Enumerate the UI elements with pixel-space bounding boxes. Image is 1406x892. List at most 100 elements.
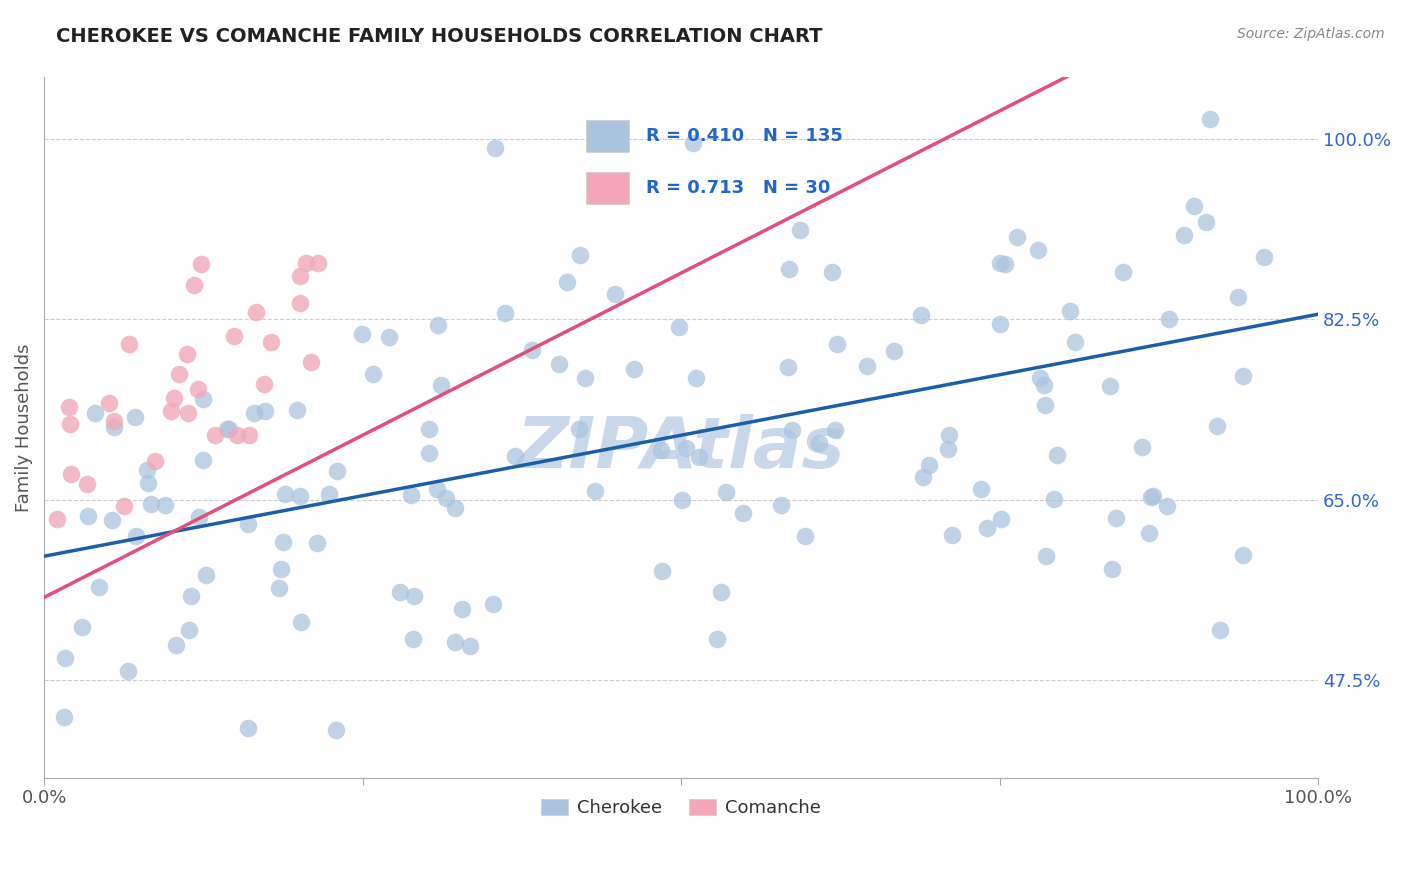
Point bbox=[1064, 334, 1087, 349]
Point bbox=[60, 467, 83, 482]
Y-axis label: Family Households: Family Households bbox=[15, 343, 32, 512]
Point bbox=[1101, 562, 1123, 576]
Point bbox=[84, 406, 107, 420]
Point bbox=[482, 597, 505, 611]
Point bbox=[938, 427, 960, 442]
Point bbox=[389, 585, 412, 599]
Point bbox=[994, 257, 1017, 271]
Point bbox=[1206, 418, 1229, 433]
Point bbox=[269, 581, 291, 595]
Point bbox=[101, 512, 124, 526]
Point bbox=[271, 534, 294, 549]
Point bbox=[195, 568, 218, 582]
Point bbox=[290, 615, 312, 630]
Point bbox=[103, 413, 125, 427]
Point bbox=[165, 638, 187, 652]
Point bbox=[159, 404, 181, 418]
Point bbox=[187, 510, 209, 524]
Point bbox=[1157, 311, 1180, 326]
Point bbox=[522, 343, 544, 358]
Point bbox=[299, 355, 322, 369]
Point bbox=[856, 359, 879, 374]
Point bbox=[218, 422, 240, 436]
Point bbox=[143, 454, 166, 468]
Point bbox=[780, 423, 803, 437]
Point bbox=[426, 482, 449, 496]
Point bbox=[1195, 214, 1218, 228]
Point bbox=[1140, 490, 1163, 504]
Point bbox=[117, 665, 139, 679]
Point bbox=[76, 477, 98, 491]
Point bbox=[820, 265, 842, 279]
Point bbox=[363, 367, 385, 381]
Point bbox=[733, 506, 755, 520]
Point bbox=[259, 334, 281, 349]
Point bbox=[1137, 525, 1160, 540]
Point bbox=[97, 396, 120, 410]
Point bbox=[1173, 227, 1195, 242]
Point bbox=[183, 277, 205, 292]
Point bbox=[58, 400, 80, 414]
Point bbox=[458, 639, 481, 653]
Point bbox=[910, 308, 932, 322]
Point bbox=[59, 417, 82, 431]
Point bbox=[1033, 378, 1056, 392]
Point bbox=[112, 500, 135, 514]
Point bbox=[568, 422, 591, 436]
Point bbox=[583, 483, 606, 498]
Point bbox=[139, 497, 162, 511]
Point bbox=[87, 580, 110, 594]
Point bbox=[938, 442, 960, 456]
Point bbox=[443, 634, 465, 648]
Point bbox=[789, 223, 811, 237]
Point bbox=[245, 305, 267, 319]
Point bbox=[494, 306, 516, 320]
Point bbox=[125, 529, 148, 543]
Point bbox=[1142, 489, 1164, 503]
Point bbox=[191, 392, 214, 406]
Point bbox=[222, 329, 245, 343]
Point bbox=[418, 422, 440, 436]
Point bbox=[217, 422, 239, 436]
Point bbox=[688, 450, 710, 464]
Point bbox=[976, 521, 998, 535]
Point bbox=[1182, 199, 1205, 213]
Point bbox=[177, 406, 200, 420]
Point bbox=[70, 620, 93, 634]
Point bbox=[1199, 112, 1222, 126]
Point bbox=[671, 492, 693, 507]
Point bbox=[288, 489, 311, 503]
Point bbox=[136, 476, 159, 491]
Point bbox=[1029, 370, 1052, 384]
Point bbox=[77, 509, 100, 524]
Point bbox=[1059, 304, 1081, 318]
Point bbox=[1026, 243, 1049, 257]
Point bbox=[623, 362, 645, 376]
Point bbox=[187, 383, 209, 397]
Point bbox=[177, 623, 200, 637]
Point bbox=[1253, 251, 1275, 265]
Point bbox=[1226, 290, 1249, 304]
Point bbox=[238, 428, 260, 442]
Text: CHEROKEE VS COMANCHE FAMILY HOUSEHOLDS CORRELATION CHART: CHEROKEE VS COMANCHE FAMILY HOUSEHOLDS C… bbox=[56, 27, 823, 45]
Point bbox=[778, 262, 800, 277]
Point bbox=[651, 564, 673, 578]
Point bbox=[988, 255, 1011, 269]
Point bbox=[430, 378, 453, 392]
Point bbox=[450, 602, 472, 616]
Point bbox=[794, 529, 817, 543]
Point bbox=[675, 441, 697, 455]
Point bbox=[970, 483, 993, 497]
Point bbox=[285, 402, 308, 417]
Point bbox=[236, 721, 259, 735]
Point bbox=[883, 343, 905, 358]
Point bbox=[1112, 265, 1135, 279]
Point bbox=[1046, 448, 1069, 462]
Point bbox=[399, 488, 422, 502]
Point bbox=[254, 404, 277, 418]
Point bbox=[603, 287, 626, 301]
Point bbox=[270, 561, 292, 575]
Point bbox=[911, 469, 934, 483]
Point bbox=[1130, 440, 1153, 454]
Point bbox=[325, 464, 347, 478]
